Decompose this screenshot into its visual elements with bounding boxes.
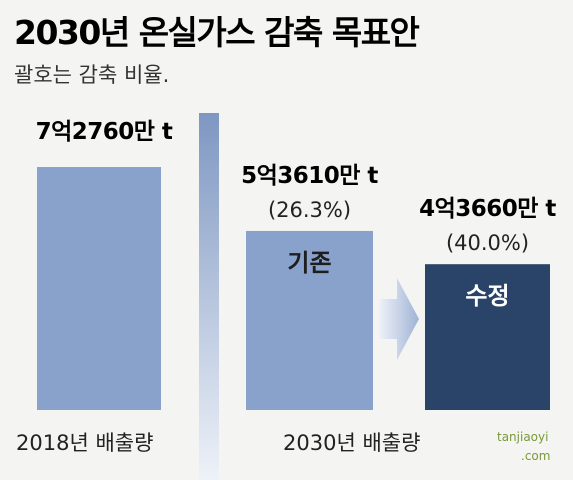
percent-label-2030-revised: (40.0%) — [446, 231, 529, 255]
bar-2018 — [37, 167, 161, 410]
inner-label-2030-existing: 기존 — [287, 249, 331, 277]
watermark-domain: .com — [521, 449, 550, 463]
chart-subtitle: 괄호는 감축 비율. — [14, 63, 169, 87]
group-divider — [199, 113, 219, 480]
inner-label-2030-revised: 수정 — [465, 282, 509, 310]
watermark-site: tanjiaoyi — [497, 430, 548, 444]
value-label-2030-existing: 5억3610만 t — [241, 163, 378, 189]
bar-2030-existing — [246, 230, 373, 410]
percent-label-2030-existing: (26.3%) — [268, 198, 351, 222]
chart-title: 2030년 온실가스 감축 목표안 — [14, 13, 420, 52]
x-label-2018: 2018년 배출량 — [16, 431, 153, 455]
bar-2030-revised — [425, 264, 550, 410]
value-label-2018: 7억2760만 t — [36, 119, 173, 145]
value-label-2030-revised: 4억3660만 t — [419, 196, 556, 222]
arrow-icon — [379, 278, 419, 360]
x-label-2030: 2030년 배출량 — [283, 431, 420, 455]
bars-group: 7억2760만 t 5억3610만 t (26.3%) 기존 4억3660만 t (40.… — [36, 119, 557, 410]
